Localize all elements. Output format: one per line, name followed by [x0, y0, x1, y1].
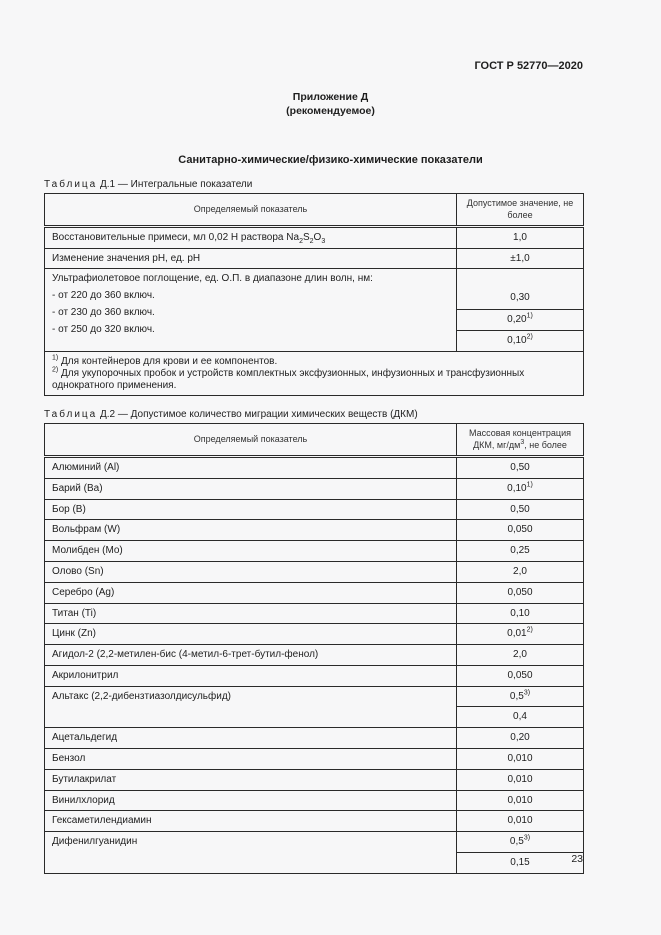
value-cell: 0,50 [456, 498, 584, 521]
footnotes-cell: 1) Для контейнеров для крови и ее компон… [44, 351, 584, 397]
table-row: Цинк (Zn) 0,012) [44, 623, 584, 646]
value-cell: 0,10 [456, 602, 584, 625]
indicator-name-cell: Ацетальдегид [44, 727, 457, 750]
footnote-2: 2) Для укупорочных пробок и устройств ко… [52, 366, 525, 391]
indicator-name-cell: Агидол-2 (2,2-метилен-бис (4-метил-6-тре… [44, 644, 457, 666]
indicator-name-cell: Молибден (Mo) [44, 540, 457, 562]
section-title: Санитарно-химические/физико-химические п… [178, 154, 483, 167]
table-d2-header-row: Определяемый показатель Массовая концент… [44, 423, 584, 458]
table-row: Акрилонитрил 0,050 [44, 664, 584, 687]
table-d2: Определяемый показатель Массовая концент… [44, 423, 584, 874]
table-row: Ультрафиолетовое поглощение, ед. О.П. в … [44, 268, 584, 353]
indicator-name-cell: Дифенилгуанидин [44, 831, 457, 874]
table-d2-caption-word: Таблица [44, 409, 98, 421]
indicator-name-cell: Олово (Sn) [44, 560, 457, 583]
table-d1-col1-header: Определяемый показатель [44, 193, 457, 228]
value-cell: 0,4 [456, 706, 584, 729]
table-row: Восстановительные примеси, мл 0,02 Н рас… [44, 225, 584, 249]
table-row: Дифенилгуанидин 0,53) [44, 831, 584, 874]
indicator-name-cell: Вольфрам (W) [44, 519, 457, 542]
table-row: Барий (Ba) 0,101) [44, 477, 584, 500]
value-cell: 0,010 [456, 748, 584, 770]
value-cell: 0,050 [456, 581, 584, 604]
appendix-heading: Приложение Д (рекомендуемое) [0, 90, 661, 118]
table-d2-col2-header: Массовая концентрация ДКМ, мг/дм3, не бо… [456, 423, 584, 458]
indicator-name-cell: Изменение значения pH, ед. pH [44, 247, 457, 270]
table-d2-caption: Таблица Д.2 — Допустимое количество мигр… [44, 409, 583, 420]
table-d2-caption-text: Д.2 — Допустимое количество миграции хим… [100, 409, 418, 421]
table-d1-caption: Таблица Д.1 — Интегральные показатели [44, 179, 583, 190]
appendix-title: Приложение Д [292, 91, 369, 103]
appendix-subtitle: (рекомендуемое) [286, 105, 375, 118]
indicator-name-cell: Титан (Ti) [44, 602, 457, 625]
indicator-name-cell: Бутилакрилат [44, 768, 457, 791]
indicator-name-cell: Серебро (Ag) [44, 581, 457, 604]
value-cell: 2,0 [456, 644, 584, 666]
table-row: Бутилакрилат 0,010 [44, 768, 584, 791]
value-cell: 0,25 [456, 540, 584, 562]
indicator-name-cell: Альтакс (2,2-дибензтиазолдисульфид) [44, 685, 457, 729]
value-cell: 0,53) [456, 831, 584, 854]
table-row: Алюминий (Al) 0,50 [44, 455, 584, 479]
table-row: Альтакс (2,2-дибензтиазолдисульфид) 0,53… [44, 685, 584, 729]
table-d1-col2-header: Допустимое значение, не более [456, 193, 584, 228]
table-row: Титан (Ti) 0,10 [44, 602, 584, 625]
value-cell: 0,012) [456, 623, 584, 646]
indicator-name-cell: Бор (B) [44, 498, 457, 521]
value-cell: 0,20 [456, 727, 584, 750]
value-cell: 0,010 [456, 768, 584, 791]
table-row: Серебро (Ag) 0,050 [44, 581, 584, 604]
value-cell: 2,0 [456, 560, 584, 583]
table-d1-caption-text: Д.1 — Интегральные показатели [100, 179, 253, 191]
indicator-name-cell: Гексаметилендиамин [44, 810, 457, 833]
value-cell: 0,201) [456, 309, 584, 332]
uv-range-item: - от 250 до 320 включ. [52, 323, 155, 335]
value-cell: 0,30 [456, 268, 584, 311]
table-d1: Определяемый показатель Допустимое значе… [44, 193, 584, 397]
uv-range-item: - от 220 до 360 включ. [52, 290, 155, 302]
value-cell: 0,050 [456, 664, 584, 687]
page-number: 23 [571, 853, 583, 865]
indicator-name-cell: Бензол [44, 748, 457, 770]
indicator-name-cell: Ультрафиолетовое поглощение, ед. О.П. в … [44, 268, 457, 353]
table-row: Бензол 0,010 [44, 748, 584, 770]
table-row: Бор (B) 0,50 [44, 498, 584, 521]
indicator-name-cell: Восстановительные примеси, мл 0,02 Н рас… [44, 225, 457, 249]
table-d1-caption-word: Таблица [44, 179, 98, 191]
value-cell: 0,15 [456, 852, 584, 874]
value-cell: 0,050 [456, 519, 584, 542]
table-row: Агидол-2 (2,2-метилен-бис (4-метил-6-тре… [44, 644, 584, 666]
table-row: Гексаметилендиамин 0,010 [44, 810, 584, 833]
value-cell: ±1,0 [456, 247, 584, 270]
uv-title: Ультрафиолетовое поглощение, ед. О.П. в … [52, 273, 373, 285]
table-row: Олово (Sn) 2,0 [44, 560, 584, 583]
footnote-1: 1) Для контейнеров для крови и ее компон… [52, 354, 278, 368]
indicator-name-cell: Алюминий (Al) [44, 455, 457, 479]
value-cell: 0,50 [456, 455, 584, 479]
table-row: Ацетальдегид 0,20 [44, 727, 584, 750]
table-row: 0,15 [45, 852, 584, 874]
indicator-name-cell: Акрилонитрил [44, 664, 457, 687]
table-row: Вольфрам (W) 0,050 [44, 519, 584, 542]
uv-range-item: - от 230 до 360 включ. [52, 307, 155, 319]
table-d2-col1-header: Определяемый показатель [44, 423, 457, 458]
value-cell: 0,101) [456, 477, 584, 500]
table-row: Изменение значения pH, ед. pH ±1,0 [44, 247, 584, 270]
value-cell: 1,0 [456, 225, 584, 249]
value-cell: 0,010 [456, 810, 584, 833]
table-row: Молибден (Mo) 0,25 [44, 540, 584, 562]
value-cell: 0,102) [456, 330, 584, 353]
table-row: Винилхлорид 0,010 [44, 789, 584, 812]
indicator-name-cell: Барий (Ba) [44, 477, 457, 500]
table-d1-header-row: Определяемый показатель Допустимое значе… [44, 193, 584, 228]
indicator-name-cell: Винилхлорид [44, 789, 457, 812]
doc-code: ГОСТ Р 52770—2020 [474, 60, 583, 72]
value-cell: 0,53) [456, 685, 584, 708]
value-cell: 0,010 [456, 789, 584, 812]
table-footnote-row: 1) Для контейнеров для крови и ее компон… [44, 351, 584, 397]
indicator-name-cell: Цинк (Zn) [44, 623, 457, 646]
